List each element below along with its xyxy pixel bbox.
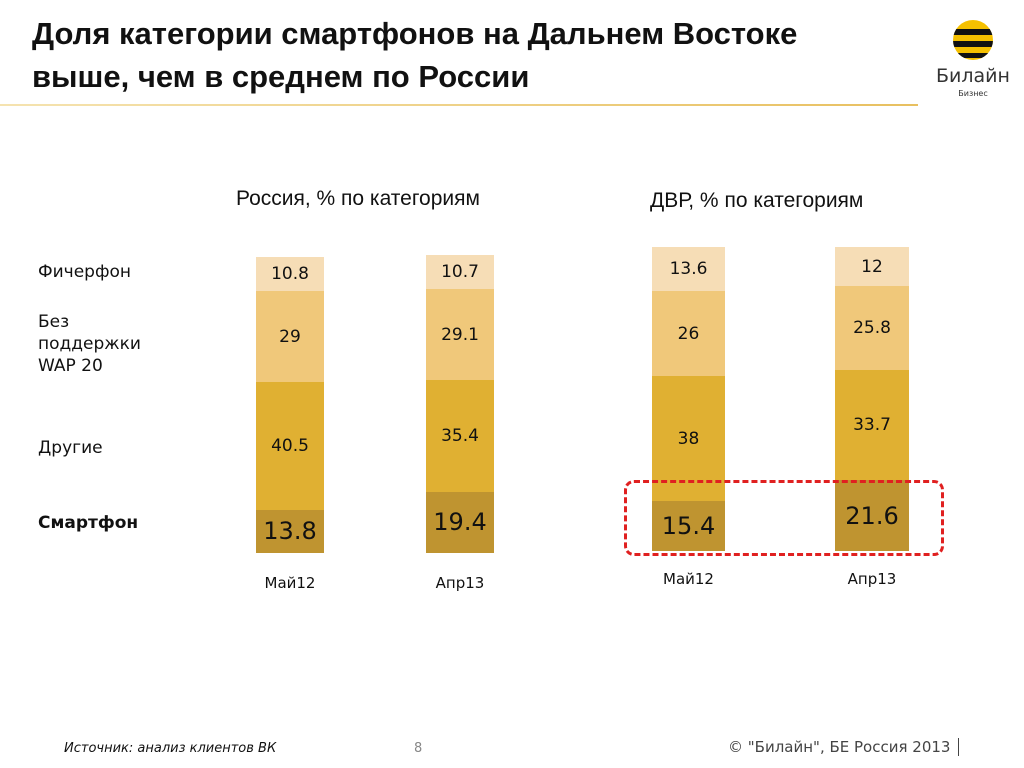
bar-segment: 25.8 (835, 286, 909, 371)
category-label-featurephone: Фичерфон (38, 262, 132, 282)
bar-segment: 10.8 (256, 257, 324, 291)
category-label-other: Другие (38, 438, 103, 458)
x-tick-label: Апр13 (435, 574, 485, 592)
bar-segment: 29.1 (426, 288, 494, 381)
bar-segment: 13.6 (652, 247, 725, 292)
stacked-bar: 19.4 35.4 29.1 10.7 (426, 255, 494, 553)
bar-segment: 13.8 (256, 509, 324, 553)
svg-text:Билайн: Билайн (936, 65, 1010, 87)
bar-segment: 10.7 (426, 255, 494, 289)
chart-title-russia: Россия, % по категориям (236, 187, 480, 210)
category-label-no-wap: Без поддержки WAP 20 (38, 312, 141, 376)
x-tick-label: Май12 (264, 574, 316, 592)
bar-segment: 19.4 (426, 491, 494, 553)
page-number: 8 (414, 741, 423, 756)
category-label-smartphone: Смартфон (38, 513, 139, 533)
bar-segment: 29 (256, 290, 324, 383)
bar-segment: 38 (652, 376, 725, 501)
bar-segment: 26 (652, 291, 725, 377)
stacked-bar: 15.4 38 26 13.6 (652, 247, 725, 551)
chart-title-dvr: ДВР, % по категориям (650, 189, 864, 212)
beeline-logo: Билайн Бизнес (936, 20, 1010, 98)
svg-text:Бизнес: Бизнес (958, 89, 988, 98)
stacked-bar: 13.8 40.5 29 10.8 (256, 257, 324, 553)
bar-segment: 12 (835, 247, 909, 287)
bar-segment: 33.7 (835, 370, 909, 481)
page-title: Доля категории смартфонов на Дальнем Вос… (32, 16, 798, 94)
copyright: © "Билайн", БЕ Россия 2013 (728, 738, 960, 756)
divider (0, 104, 918, 106)
source-note: Источник: анализ клиентов ВК (64, 741, 277, 756)
x-tick-label: Май12 (663, 570, 714, 588)
bar-segment: 15.4 (652, 500, 725, 551)
bar-segment: 21.6 (835, 480, 909, 551)
smartphone-highlight-box (624, 480, 944, 556)
bar-segment: 35.4 (426, 380, 494, 492)
bar-segment: 40.5 (256, 382, 324, 510)
x-tick-label: Апр13 (847, 570, 897, 588)
stacked-bar: 21.6 33.7 25.8 12 (835, 247, 909, 551)
